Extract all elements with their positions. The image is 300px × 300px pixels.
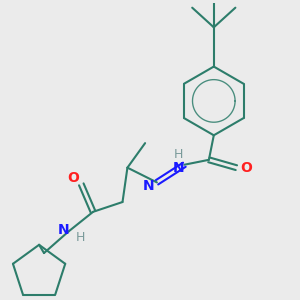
Text: N: N: [143, 179, 155, 193]
Text: H: H: [76, 231, 85, 244]
Text: H: H: [174, 148, 183, 161]
Text: O: O: [68, 172, 80, 185]
Text: O: O: [240, 161, 252, 175]
Text: N: N: [173, 161, 184, 175]
Text: N: N: [58, 223, 69, 236]
